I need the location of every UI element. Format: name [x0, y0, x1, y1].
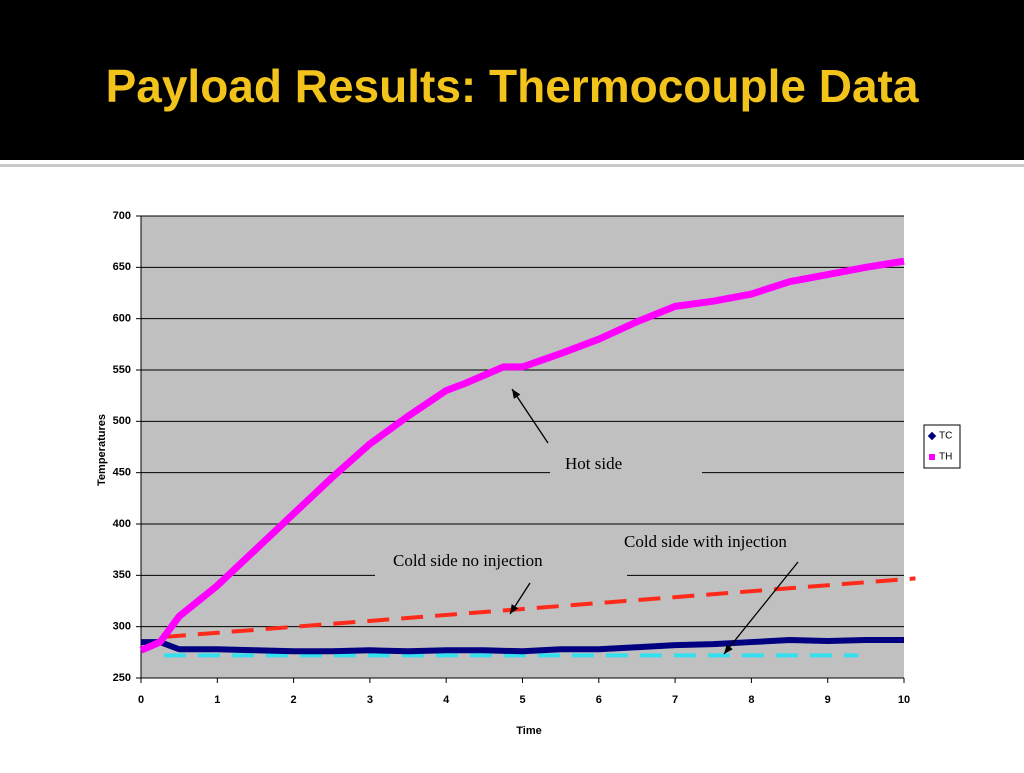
x-axis-label: Time: [516, 725, 541, 737]
y-tick-label: 700: [113, 210, 131, 222]
x-tick-label: 2: [291, 694, 297, 706]
y-tick-label: 650: [113, 261, 131, 273]
x-tick-label: 4: [443, 694, 450, 706]
legend-box: [923, 424, 961, 469]
y-tick-label: 350: [113, 569, 131, 581]
y-tick-label: 400: [113, 518, 131, 530]
y-tick-label: 600: [113, 313, 131, 325]
y-tick-label: 250: [113, 672, 131, 684]
slide-title: Payload Results: Thermocouple Data: [106, 60, 919, 112]
y-tick-label: 500: [113, 415, 131, 427]
plot-area: [141, 216, 904, 678]
x-tick-label: 3: [367, 694, 373, 706]
annotation-box: [606, 526, 878, 560]
y-axis-label: Temperatures: [96, 414, 108, 486]
legend-marker: [927, 431, 937, 441]
y-tick-label: 300: [113, 621, 131, 633]
x-tick-label: 7: [672, 694, 678, 706]
annotation-box: [550, 448, 702, 482]
x-tick-label: 9: [825, 694, 831, 706]
arrow-head: [510, 604, 519, 614]
annotation: Cold side no injection: [393, 551, 543, 570]
annotation-box: [375, 545, 627, 579]
x-tick-label: 0: [138, 694, 144, 706]
y-tick-label: 550: [113, 364, 131, 376]
series-line: [139, 257, 905, 654]
x-tick-label: 1: [214, 694, 220, 706]
y-tick-label: 450: [113, 467, 131, 479]
annotation: Cold side with injection: [624, 532, 787, 551]
legend-marker: [929, 454, 935, 460]
legend-label: TH: [939, 452, 952, 463]
arrow-head: [724, 644, 733, 654]
x-tick-label: 8: [748, 694, 754, 706]
reference-line: [163, 576, 916, 639]
series-line: [141, 637, 904, 655]
annotation-arrow: [511, 388, 549, 444]
x-tick-label: 6: [596, 694, 602, 706]
x-tick-label: 10: [898, 694, 910, 706]
annotation-arrow: [723, 561, 799, 655]
header-rule: [0, 164, 1024, 167]
header-band: [0, 0, 1024, 160]
annotation: Hot side: [565, 454, 622, 473]
x-tick-label: 5: [519, 694, 525, 706]
legend-label: TC: [939, 431, 952, 442]
arrow-head: [512, 389, 521, 399]
